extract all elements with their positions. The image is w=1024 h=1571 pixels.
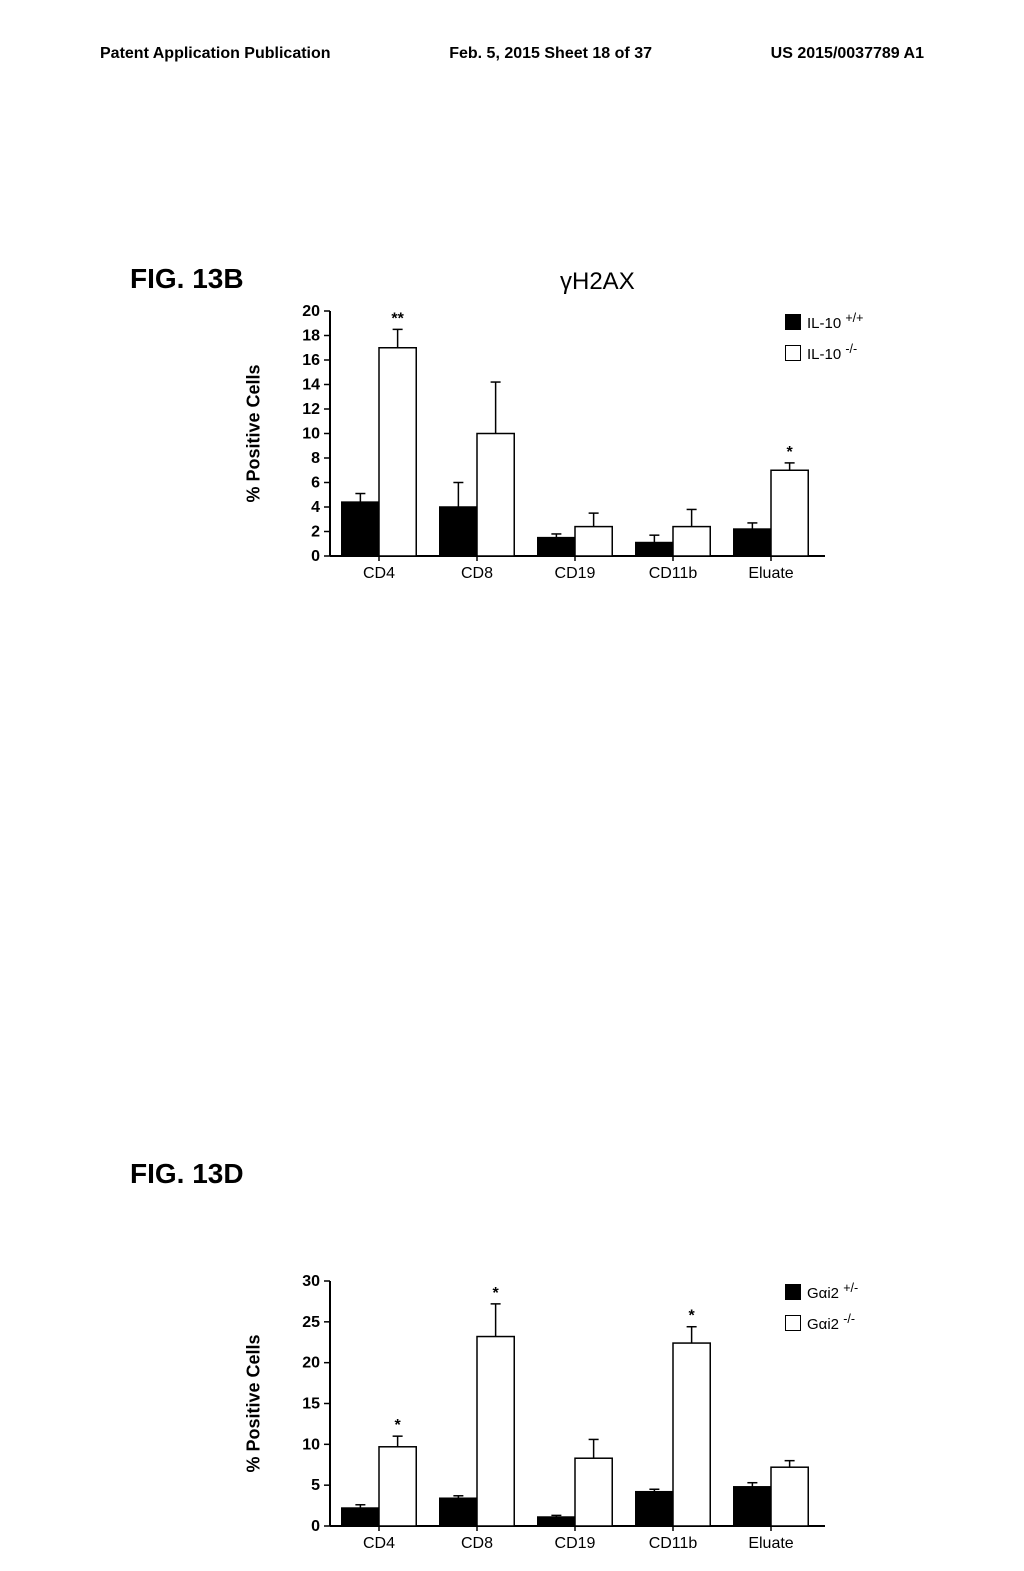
figure-13b-block: FIG. 13B γH2AX % Positive Cells IL-10 +/… — [0, 73, 1024, 533]
svg-text:12: 12 — [302, 401, 320, 418]
svg-text:CD19: CD19 — [555, 1535, 596, 1552]
svg-text:**: ** — [391, 310, 404, 327]
svg-text:25: 25 — [302, 1314, 320, 1331]
svg-text:CD11b: CD11b — [649, 1535, 698, 1552]
svg-text:0: 0 — [311, 1518, 320, 1535]
svg-text:16: 16 — [302, 352, 320, 369]
svg-text:6: 6 — [311, 475, 320, 492]
svg-text:4: 4 — [311, 499, 320, 516]
svg-text:10: 10 — [302, 426, 320, 443]
figure-13d-block: FIG. 13D % Positive Cells Gαi2 +/- Gαi2 … — [0, 533, 1024, 993]
ylabel-13d: % Positive Cells — [244, 1334, 265, 1472]
svg-text:CD8: CD8 — [461, 1535, 493, 1552]
svg-text:18: 18 — [302, 328, 320, 345]
ylabel-13b: % Positive Cells — [244, 364, 265, 502]
svg-text:Eluate: Eluate — [748, 1535, 793, 1552]
svg-text:*: * — [787, 444, 794, 461]
svg-text:10: 10 — [302, 1436, 320, 1453]
svg-text:20: 20 — [302, 303, 320, 320]
figure-label-13b: FIG. 13B — [130, 263, 244, 295]
page-header: Patent Application Publication Feb. 5, 2… — [0, 0, 1024, 73]
svg-text:5: 5 — [311, 1477, 320, 1494]
svg-text:CD4: CD4 — [363, 1535, 395, 1552]
figure-label-13d: FIG. 13D — [130, 1158, 244, 1190]
svg-text:20: 20 — [302, 1355, 320, 1372]
svg-text:30: 30 — [302, 1273, 320, 1290]
svg-text:14: 14 — [302, 377, 320, 394]
svg-text:15: 15 — [302, 1396, 320, 1413]
header-center: Feb. 5, 2015 Sheet 18 of 37 — [449, 45, 652, 63]
svg-text:8: 8 — [311, 450, 320, 467]
svg-text:*: * — [689, 1308, 696, 1325]
chart-title-13b: γH2AX — [560, 268, 635, 296]
chart-13d: 0 5 10 15 20 25 30 CD4 CD8 CD19 CD11b Eluate * * * — [275, 1271, 835, 1571]
header-right: US 2015/0037789 A1 — [771, 45, 924, 63]
header-left: Patent Application Publication — [100, 45, 331, 63]
svg-text:*: * — [493, 1285, 500, 1302]
svg-text:*: * — [395, 1417, 402, 1434]
